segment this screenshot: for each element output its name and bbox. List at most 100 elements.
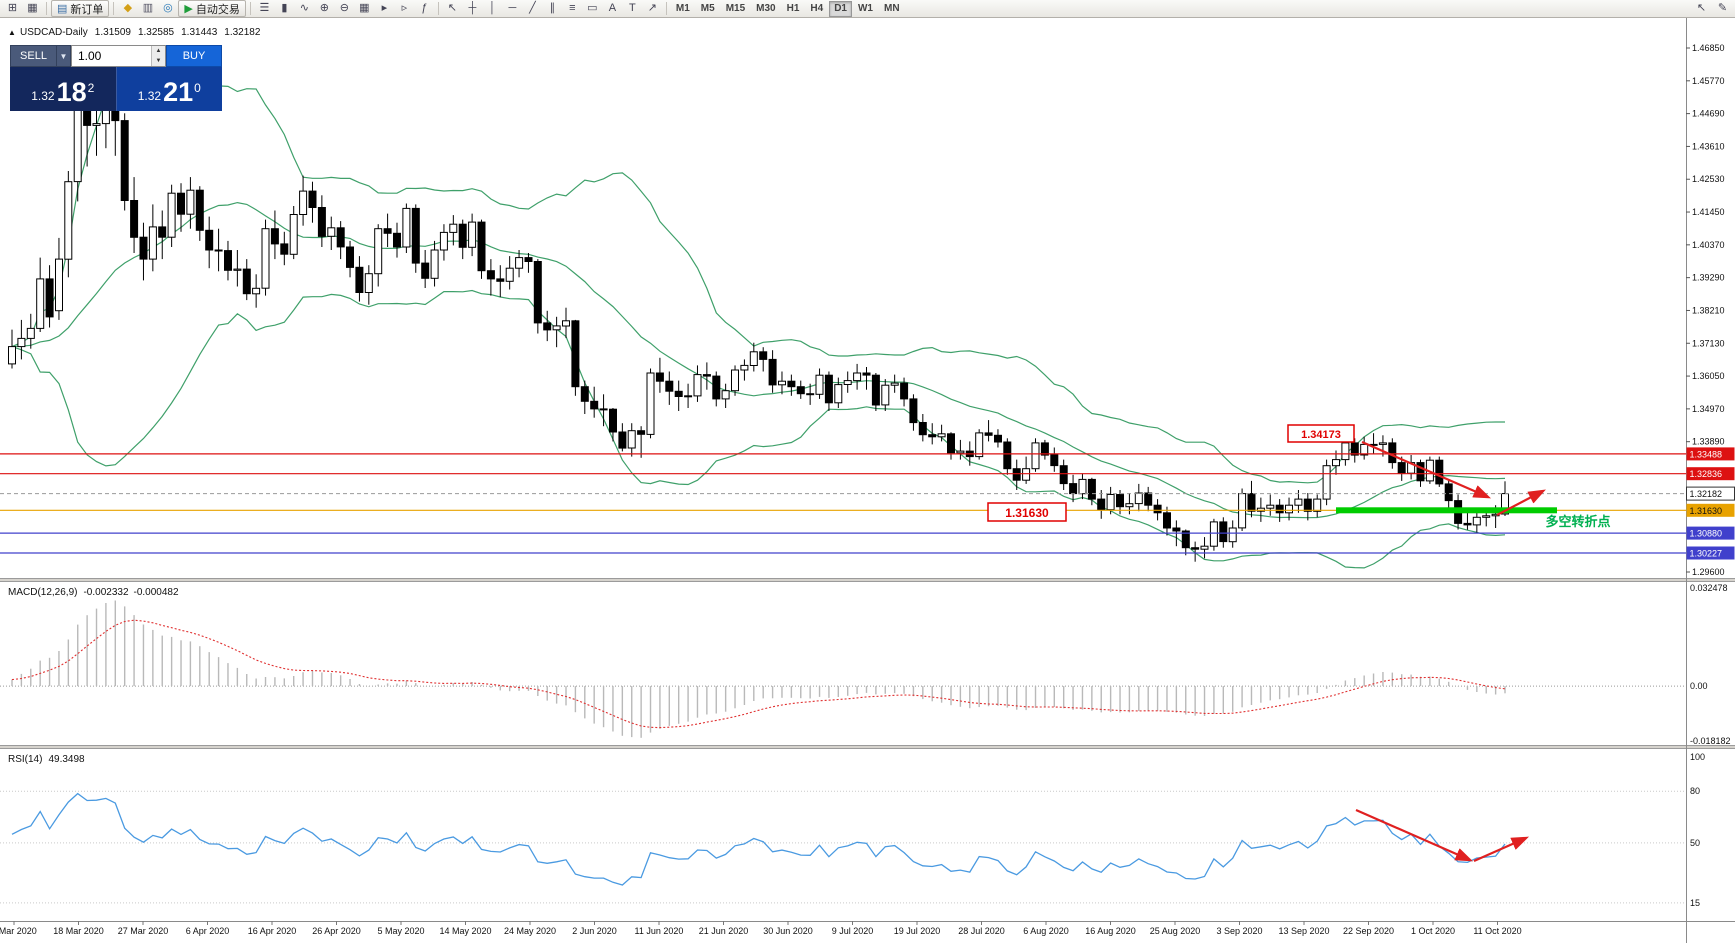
timeframe-w1[interactable]: W1 [857,3,873,14]
buy-price-display[interactable]: 1.32 21 0 [115,67,222,111]
pane-separators[interactable] [0,18,1735,943]
chart-profiles-icon[interactable]: ▦ [27,2,38,14]
price-tick-label: 1.44690 [1692,109,1725,119]
svg-text:1.34173: 1.34173 [1301,429,1341,441]
price-tick-label: 1.34970 [1692,404,1725,414]
new-chart-icon[interactable]: ⊞ [7,2,18,14]
timeframe-h1[interactable]: H1 [786,3,800,14]
autotrade-button-icon: ▶ [184,3,193,15]
volume-value[interactable]: 1.00 [78,49,102,63]
support-zone-bar[interactable] [1336,507,1557,514]
zoom-out-icon[interactable]: ⊖ [339,2,349,14]
order-type-dropdown-icon[interactable]: ▼ [57,45,71,67]
date-label: 11 Jun 2020 [635,926,684,936]
volume-down-icon[interactable]: ▼ [155,58,162,64]
date-label: 9 Mar 2020 [0,926,37,936]
date-label: 3 Sep 2020 [1216,926,1262,936]
high-value: 1.32585 [138,27,175,38]
macd-axis-max: 0.032478 [1690,583,1728,593]
shapes-icon[interactable]: ▭ [587,2,598,14]
one-click-trading-panel: SELL ▼ 1.00 ▲ ▼ BUY 1.32 18 2 1.32 21 0 [10,45,222,111]
bar-chart-icon[interactable]: ☰ [259,2,270,14]
price-tick-label: 1.40370 [1692,240,1725,250]
sell-button[interactable]: SELL [10,45,57,67]
cursor-tool-icon[interactable]: ↖ [1696,2,1707,14]
rsi-rebound-arrow[interactable] [1473,836,1530,863]
draw-tool-icon[interactable]: ✎ [1717,2,1728,14]
date-label: 18 Mar 2020 [53,926,104,936]
timeframe-m30[interactable]: M30 [756,3,776,14]
date-label: 19 Jul 2020 [894,926,941,936]
sell-price-display[interactable]: 1.32 18 2 [10,67,116,111]
price-tick-label: 1.46850 [1692,43,1725,53]
price-tick-label: 1.39290 [1692,273,1725,283]
tile-windows-icon[interactable]: ▦ [359,2,370,14]
cursor-icon[interactable]: ↖ [447,2,457,14]
buy-button[interactable]: BUY [166,45,222,67]
timeframe-mn[interactable]: MN [883,3,900,14]
macd-signal-line [11,619,1506,729]
date-label: 28 Jul 2020 [958,926,1005,936]
rsi-downtrend-arrow[interactable] [1355,808,1474,862]
zoom-in-icon[interactable]: ⊕ [319,2,329,14]
price-tick-label: 1.29600 [1692,567,1725,577]
timeframe-d1[interactable]: D1 [829,0,852,17]
trendline-icon[interactable]: ╱ [529,2,536,14]
horizontal-line-icon[interactable]: ─ [508,2,517,14]
chart-canvas[interactable]: 1.46850 1.45770 1.44690 1.43610 1.42530 1.414… [0,18,1735,943]
autotrade-button-label: 自动交易 [195,3,240,16]
timeframe-h4[interactable]: H4 [810,3,824,14]
price-marker-label: 1.30227 [1690,549,1723,559]
volume-spinner[interactable]: ▲ ▼ [151,46,165,66]
timeframe-m15[interactable]: M15 [725,3,746,14]
price-marker-1.30880 [1686,526,1735,540]
pane-separator[interactable] [0,745,1735,748]
toolbar-right-group: ↖ ✎ [1692,0,1732,17]
new-order-button[interactable]: ▤ 新订单 [51,0,110,17]
price-marker-label: 1.33488 [1690,449,1723,459]
date-label: 30 Jun 2020 [763,926,813,936]
price-tick-label: 1.41450 [1692,207,1725,217]
rebound-arrow[interactable] [1496,489,1546,516]
support-price-annotation[interactable]: 1.31630 [987,502,1067,522]
price-tick-label: 1.37130 [1692,338,1725,348]
close-value: 1.32182 [224,27,261,38]
auto-scroll-icon[interactable]: ▸ [381,2,388,14]
svg-text:1.31630: 1.31630 [1005,506,1049,520]
indicators-icon[interactable]: ƒ [421,2,428,14]
metaeditor-icon[interactable]: ◆ [123,2,133,14]
timeframe-m1[interactable]: M1 [675,3,690,14]
toolbar-separator [437,2,439,15]
new-order-button-icon: ▤ [57,3,68,15]
candlestick-chart-icon[interactable]: ▮ [281,2,288,14]
price-marker-label: 1.30880 [1690,529,1723,539]
channel-icon[interactable]: ∥ [549,2,556,14]
volume-up-icon[interactable]: ▲ [155,48,162,54]
vertical-line-icon[interactable]: │ [488,2,496,14]
buy-price-prefix: 1.32 [137,88,162,103]
toolbar-separator [249,2,251,15]
sell-price-pips: 18 [56,77,87,107]
low-value: 1.31443 [181,27,218,38]
pane-separator[interactable] [0,578,1735,581]
line-chart-icon[interactable]: ∿ [299,2,309,14]
bollinger-lower-band [11,289,1506,569]
peak-price-annotation[interactable]: 1.34173 [1287,424,1355,443]
navigator-icon[interactable]: ◎ [163,2,173,14]
timeframe-m5[interactable]: M5 [700,3,715,14]
chart-shift-icon[interactable]: ▹ [401,2,408,14]
chart-ohlc-header: USDCAD-Daily 1.31509 1.32585 1.31443 1.32182 [20,27,261,38]
symbol-direction-icon: ▲ [8,28,16,37]
market-watch-icon[interactable]: ▥ [142,2,154,14]
text-icon[interactable]: A [608,2,617,14]
macd-label: MACD(12,26,9) -0.002332 -0.000482 [8,587,179,598]
autotrade-button[interactable]: ▶ 自动交易 [178,0,246,17]
volume-field[interactable]: 1.00 ▲ ▼ [71,45,166,67]
arrows-icon[interactable]: ↗ [647,2,657,14]
date-label: 21 Jun 2020 [699,926,749,936]
downtrend-arrow[interactable] [1361,440,1492,499]
fibonacci-icon[interactable]: ≡ [569,2,576,14]
text-label-icon[interactable]: T [629,2,636,14]
crosshair-icon[interactable]: ┼ [468,2,477,14]
price-marker-label: 1.31630 [1690,506,1723,516]
